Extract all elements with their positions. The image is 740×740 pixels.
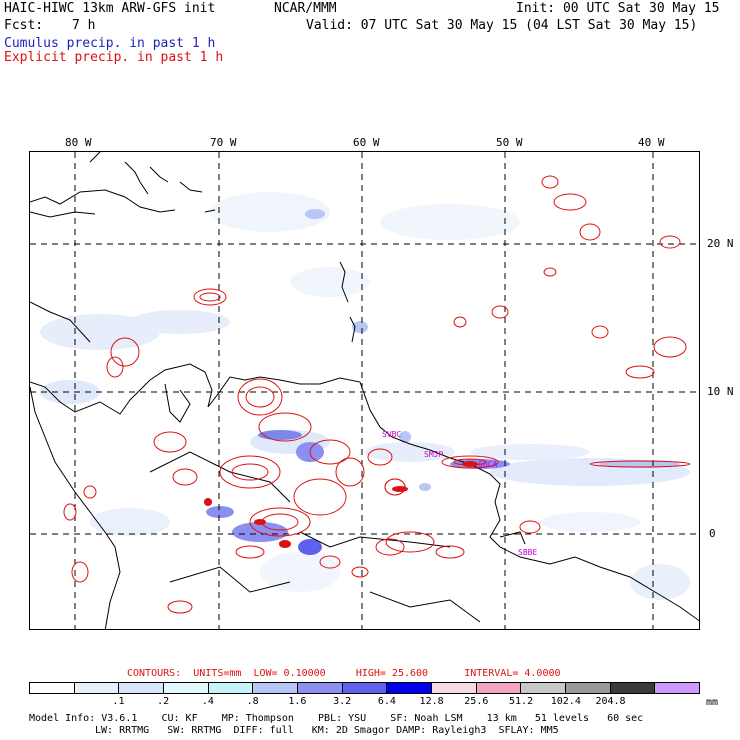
fcst-value: 7 h bbox=[72, 18, 96, 33]
station-labels: SVBC SMJP SOCA SBBE bbox=[382, 430, 537, 557]
info-timestep: 60 sec bbox=[607, 713, 644, 724]
colorbar-swatch bbox=[386, 683, 432, 693]
colorbar-swatch bbox=[30, 683, 74, 693]
cumulus-precip-shading bbox=[40, 192, 690, 600]
colorbar-label: 1.6 bbox=[288, 696, 307, 707]
init-time: Init: 00 UTC Sat 30 May 15 bbox=[516, 1, 720, 16]
colorbar-label: 51.2 bbox=[509, 696, 534, 707]
model-info-line1: Model Info: V3.6.1 CU: KF MP: Thompson P… bbox=[29, 713, 643, 724]
graticule bbox=[30, 152, 699, 629]
colorbar-label: 6.4 bbox=[377, 696, 396, 707]
contour-interval: INTERVAL= 4.0000 bbox=[464, 668, 561, 679]
info-lw: LW: RRTMG bbox=[95, 725, 150, 736]
org-label: NCAR/MMM bbox=[274, 1, 337, 16]
colorbar-units: mm bbox=[706, 697, 719, 708]
station-svbc: SVBC bbox=[382, 430, 401, 439]
cumulus-field-title: Cumulus precip. in past 1 h bbox=[4, 36, 216, 51]
lon-label-80w: 80 W bbox=[65, 136, 92, 149]
colorbar-label: 204.8 bbox=[595, 696, 626, 707]
info-cu: CU: KF bbox=[161, 713, 198, 724]
lon-label-50w: 50 W bbox=[496, 136, 523, 149]
info-pbl: PBL: YSU bbox=[318, 713, 367, 724]
lon-label-70w: 70 W bbox=[210, 136, 237, 149]
info-diff: DIFF: full bbox=[233, 725, 294, 736]
info-sw: SW: RRTMG bbox=[167, 725, 222, 736]
colorbar-swatch bbox=[431, 683, 476, 693]
colorbar-label: .4 bbox=[201, 696, 214, 707]
colorbar-swatch bbox=[207, 683, 253, 693]
contour-units: UNITS=mm bbox=[193, 668, 242, 679]
colorbar-label: 3.2 bbox=[333, 696, 352, 707]
model-info-line2: LW: RRTMG SW: RRTMG DIFF: full KM: 2D Sm… bbox=[95, 725, 559, 736]
colorbar-swatch bbox=[520, 683, 566, 693]
colorbar-swatch bbox=[609, 683, 655, 693]
map-canvas: SVBC SMJP SOCA SBBE bbox=[30, 152, 699, 629]
colorbar-label: .8 bbox=[246, 696, 259, 707]
info-km: KM: 2D Smagor bbox=[311, 725, 391, 736]
colorbar-label: .2 bbox=[157, 696, 170, 707]
lat-label-20n: 20 N bbox=[707, 237, 734, 250]
station-sbbe: SBBE bbox=[518, 548, 537, 557]
contour-low: LOW= 0.10000 bbox=[253, 668, 326, 679]
colorbar-swatch bbox=[341, 683, 387, 693]
explicit-field-title: Explicit precip. in past 1 h bbox=[4, 50, 224, 65]
colorbar-swatch bbox=[252, 683, 298, 693]
info-damp: DAMP: Rayleigh3 bbox=[396, 725, 487, 736]
lat-label-equator: 0 bbox=[709, 527, 716, 540]
colorbar-swatch bbox=[475, 683, 521, 693]
colorbar-swatch bbox=[654, 683, 700, 693]
info-res: 13 km bbox=[486, 713, 517, 724]
info-levels: 51 levels bbox=[534, 713, 589, 724]
info-mp: MP: Thompson bbox=[221, 713, 294, 724]
cumulus-precip-moderate bbox=[206, 209, 680, 555]
colorbar-swatch bbox=[297, 683, 342, 693]
colorbar-label: 12.8 bbox=[419, 696, 444, 707]
colorbar-swatch bbox=[163, 683, 208, 693]
info-sflay: SFLAY: MM5 bbox=[498, 725, 559, 736]
valid-time: Valid: 07 UTC Sat 30 May 15 (04 LST Sat … bbox=[306, 18, 698, 33]
station-smjp: SMJP bbox=[424, 450, 443, 459]
model-title: HAIC-HIWC 13km ARW-GFS init bbox=[4, 1, 216, 16]
info-version: Model Info: V3.6.1 bbox=[29, 713, 138, 724]
lat-label-10n: 10 N bbox=[707, 385, 734, 398]
colorbar-swatch bbox=[73, 683, 119, 693]
contour-info: CONTOURS: UNITS=mm LOW= 0.10000 HIGH= 25… bbox=[127, 668, 561, 679]
colorbar-label: 25.6 bbox=[464, 696, 489, 707]
colorbar-label: .1 bbox=[112, 696, 125, 707]
lon-label-60w: 60 W bbox=[353, 136, 380, 149]
colorbar-label: 102.4 bbox=[550, 696, 581, 707]
precip-map: SVBC SMJP SOCA SBBE bbox=[29, 151, 700, 630]
lon-label-40w: 40 W bbox=[638, 136, 665, 149]
explicit-precip-contours bbox=[63, 175, 691, 614]
colorbar bbox=[29, 682, 700, 694]
info-sf: SF: Noah LSM bbox=[390, 713, 463, 724]
coastlines bbox=[30, 152, 699, 629]
colorbar-swatch bbox=[565, 683, 610, 693]
fcst-label: Fcst: bbox=[4, 18, 44, 33]
station-soca: SOCA bbox=[478, 460, 497, 469]
contour-high: HIGH= 25.600 bbox=[355, 668, 429, 679]
contour-label: CONTOURS: bbox=[127, 668, 182, 679]
colorbar-swatch bbox=[118, 683, 164, 693]
heavy-precip-cores bbox=[204, 461, 478, 548]
